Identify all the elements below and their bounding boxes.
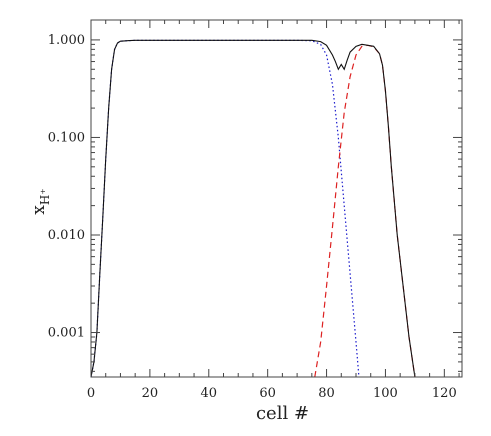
y-axis-label: xH⁺ [29,188,52,214]
y-tick-label: 0.100 [48,130,85,145]
y-tick-label: 1.000 [48,33,85,48]
plot-frame [90,19,463,378]
y-tick-label: 0.010 [48,228,85,243]
series-line-solid [91,39,416,377]
series-layer [91,39,416,377]
x-tick-label: 80 [318,386,335,401]
y-tick-label: 0.001 [48,326,85,341]
x-tick-label: 120 [432,386,457,401]
series-line-dotted [91,39,360,377]
series-line-dashed [314,44,416,377]
x-tick-label: 40 [201,386,218,401]
x-tick-label: 20 [142,386,159,401]
x-axis-label: cell # [256,403,309,424]
y-axis-label-sub: H⁺ [38,188,52,205]
x-tick-label: 0 [87,386,95,401]
x-tick-label: 60 [259,386,276,401]
x-tick-label: 100 [373,386,398,401]
y-axis-label-main: x [29,205,49,215]
ticks-layer: 0 20 40 60 80 100 120 0.001 0.010 0.100 1.000 [48,20,462,401]
